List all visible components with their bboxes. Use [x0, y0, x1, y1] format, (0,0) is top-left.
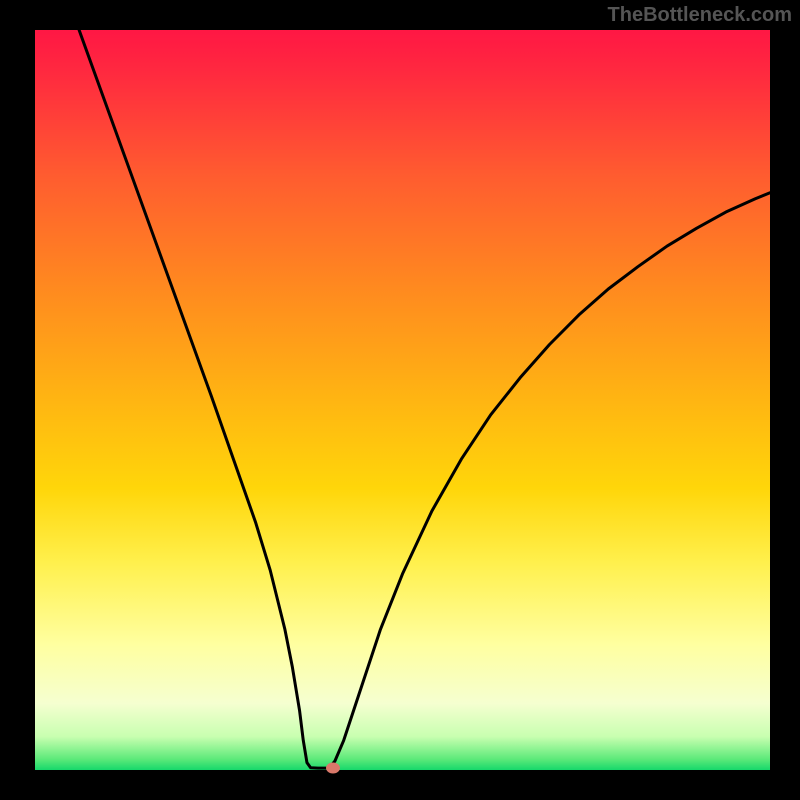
bottleneck-curve	[79, 30, 770, 768]
chart-plot-area	[35, 30, 770, 770]
optimal-point-marker	[326, 762, 340, 773]
watermark-text: TheBottleneck.com	[608, 4, 792, 27]
chart-svg	[35, 30, 770, 770]
